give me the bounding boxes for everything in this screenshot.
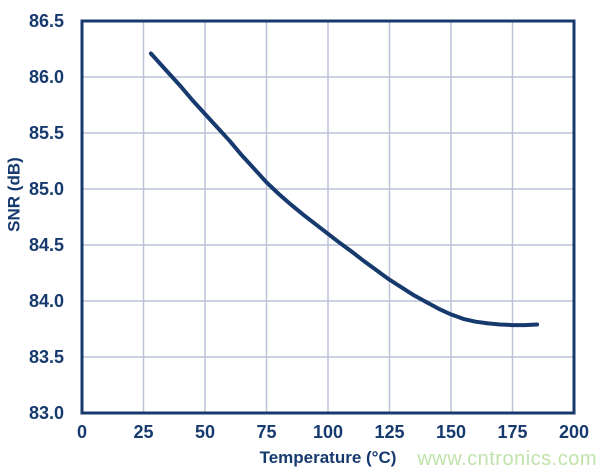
- x-axis-title: Temperature (°C): [259, 448, 397, 467]
- x-tick-label: 25: [133, 422, 153, 442]
- x-tick-label: 100: [313, 422, 343, 442]
- x-tick-label: 200: [559, 422, 589, 442]
- x-tick-label: 150: [436, 422, 466, 442]
- y-tick-label: 83.5: [29, 347, 64, 367]
- y-tick-label: 85.5: [29, 123, 64, 143]
- y-axis-title: SNR (dB): [4, 157, 24, 232]
- y-tick-label: 84.0: [29, 291, 64, 311]
- x-tick-label: 175: [497, 422, 527, 442]
- watermark-text: www.cntronics.com: [417, 448, 597, 470]
- y-tick-label: 86.0: [29, 67, 64, 87]
- y-tick-label: 86.5: [29, 11, 64, 31]
- y-tick-label: 83.0: [29, 403, 64, 423]
- y-tick-label: 85.0: [29, 179, 64, 199]
- x-tick-label: 50: [195, 422, 215, 442]
- x-tick-label: 125: [374, 422, 404, 442]
- plot-border: [80, 19, 576, 415]
- x-tick-label: 75: [256, 422, 276, 442]
- x-tick-label: 0: [77, 422, 87, 442]
- y-tick-label: 84.5: [29, 235, 64, 255]
- snr-curve: [148, 51, 540, 328]
